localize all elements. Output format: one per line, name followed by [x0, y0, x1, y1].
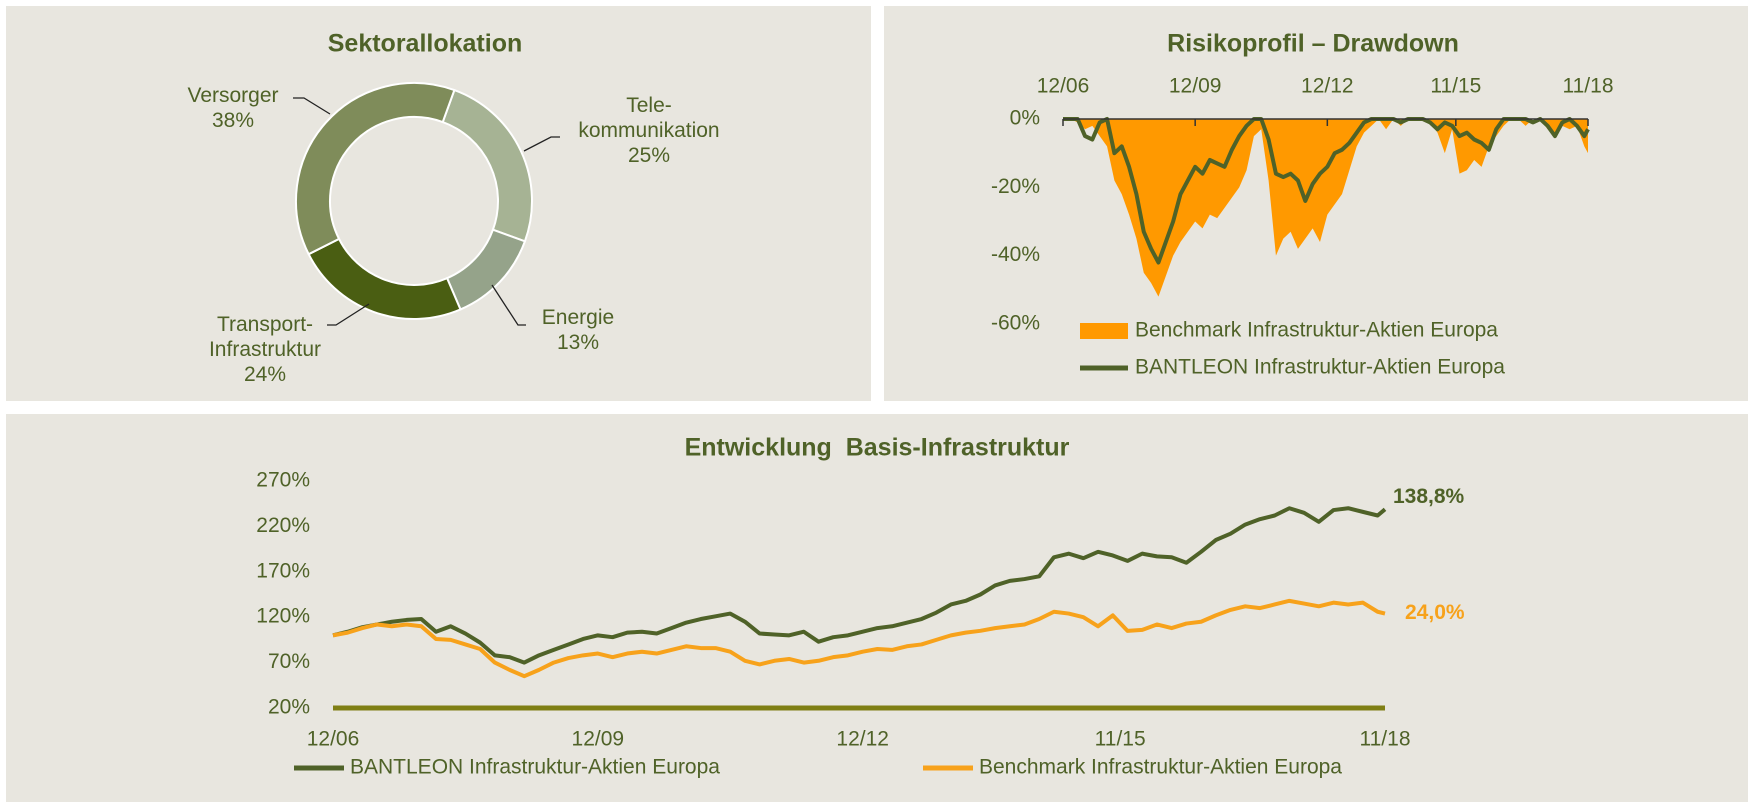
slice-label: Transport- Infrastruktur 24%	[209, 312, 321, 388]
y-tick-label: 70%	[268, 650, 310, 673]
leader-line	[327, 303, 370, 326]
value-label: 24%	[243, 363, 287, 387]
x-tick-label: 12/12	[1301, 75, 1354, 98]
value-label: 25%	[627, 144, 671, 168]
category-label: Versorger	[187, 83, 279, 107]
x-tick-label: 11/18	[1360, 728, 1411, 751]
performance-line	[332, 598, 1386, 679]
end-label: 138,8%	[1393, 485, 1465, 508]
x-tick-label: 12/06	[307, 728, 360, 751]
legend-label: Benchmark Infrastruktur-Aktien Europa	[1135, 319, 1498, 342]
x-tick-label: 12/09	[572, 728, 625, 751]
y-tick-label: -20%	[991, 175, 1040, 198]
legend-label: BANTLEON Infrastruktur-Aktien Europa	[350, 756, 720, 779]
category-label: Transport- Infrastruktur	[208, 313, 322, 362]
leader-line	[523, 136, 560, 152]
y-tick-label: 20%	[268, 696, 310, 719]
chart-title: Risikoprofil – Drawdown	[1167, 30, 1459, 58]
x-tick-label: 11/15	[1095, 728, 1146, 751]
legend-swatch	[1080, 323, 1128, 339]
category-label: Energie	[541, 305, 615, 329]
y-tick-label: 120%	[256, 605, 310, 628]
x-tick-label: 12/06	[1037, 75, 1090, 98]
leader-line	[293, 97, 331, 115]
chart-title: Entwicklung Basis-Infrastruktur	[685, 434, 1070, 462]
x-tick-label: 12/12	[836, 728, 889, 751]
category-label: Tele- kommunikation	[578, 94, 720, 143]
legend-label: BANTLEON Infrastruktur-Aktien Europa	[1135, 356, 1505, 379]
drawdown-area	[1063, 119, 1588, 297]
x-tick-label: 12/09	[1169, 75, 1222, 98]
chart-title: Sektorallokation	[328, 30, 523, 58]
value-label: 38%	[211, 109, 255, 132]
slice-label: Tele- kommunikation 25%	[578, 93, 719, 169]
slice-label: Versorger 38%	[187, 83, 278, 133]
y-tick-label: 220%	[256, 514, 310, 537]
end-label: 24,0%	[1405, 601, 1465, 624]
performance-line	[332, 506, 1387, 665]
x-tick-label: 11/18	[1563, 75, 1614, 98]
y-tick-label: 270%	[256, 469, 310, 492]
y-tick-label: 0%	[1010, 107, 1040, 130]
donut-segment	[295, 82, 456, 256]
y-tick-label: -60%	[991, 312, 1040, 335]
y-tick-label: 170%	[256, 559, 310, 582]
slice-label: Energie 13%	[542, 305, 614, 355]
value-label: 13%	[556, 331, 600, 354]
y-tick-label: -40%	[991, 243, 1040, 266]
legend-label: Benchmark Infrastruktur-Aktien Europa	[979, 756, 1342, 779]
panel	[6, 414, 1748, 802]
x-tick-label: 11/15	[1430, 75, 1481, 98]
leader-line	[491, 284, 526, 326]
panel	[6, 6, 871, 401]
